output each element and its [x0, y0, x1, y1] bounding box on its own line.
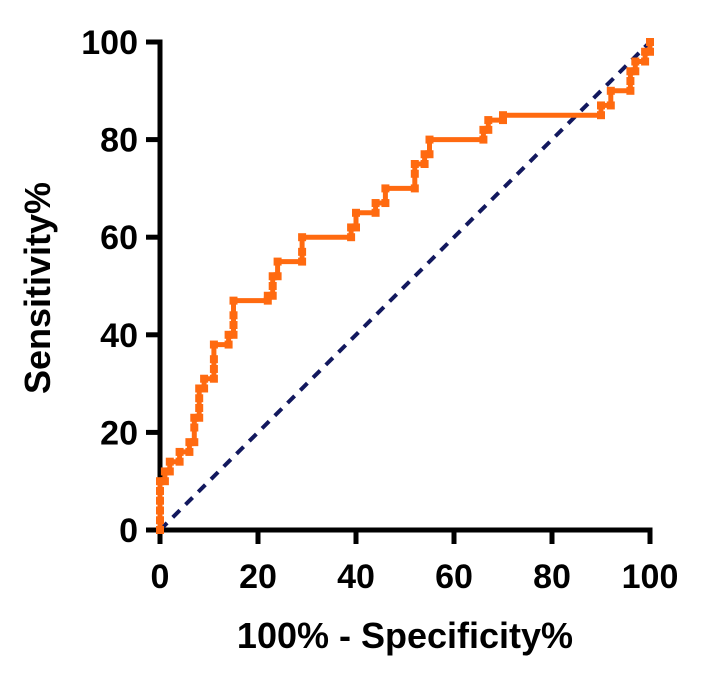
- roc-point: [626, 67, 635, 76]
- roc-point: [263, 296, 272, 305]
- roc-point: [160, 467, 169, 476]
- y-axis-ticks: 0 20 40 60 80 100: [81, 24, 160, 550]
- y-tick-label: 100: [81, 24, 138, 62]
- roc-point: [209, 374, 218, 383]
- roc-point: [268, 272, 277, 281]
- roc-point: [298, 247, 307, 256]
- x-tick-label: 40: [337, 558, 375, 596]
- roc-point: [156, 486, 164, 495]
- roc-point: [425, 135, 434, 144]
- roc-point: [381, 184, 390, 193]
- y-axis-title: Sensitivity%: [17, 182, 58, 394]
- roc-point: [352, 223, 360, 232]
- roc-point: [165, 457, 174, 466]
- y-tick-label: 60: [100, 219, 138, 257]
- roc-point: [631, 67, 640, 76]
- roc-point: [298, 257, 307, 266]
- roc-point: [410, 169, 419, 178]
- roc-point: [273, 257, 282, 266]
- roc-point: [626, 77, 635, 86]
- roc-point: [175, 447, 184, 456]
- roc-point: [190, 438, 199, 447]
- y-tick-label: 40: [100, 317, 138, 355]
- roc-point: [224, 330, 233, 339]
- roc-point: [190, 423, 199, 432]
- roc-point: [209, 340, 218, 349]
- x-tick-label: 100: [622, 558, 679, 596]
- roc-point: [646, 47, 654, 56]
- x-tick-label: 0: [151, 558, 170, 596]
- roc-point: [200, 374, 209, 383]
- roc-point: [156, 496, 164, 505]
- roc-point: [410, 160, 419, 168]
- roc-point: [352, 208, 360, 217]
- roc-point: [371, 199, 380, 208]
- roc-point: [479, 125, 488, 134]
- roc-point: [156, 506, 164, 515]
- roc-point: [229, 296, 238, 305]
- roc-point: [185, 447, 194, 456]
- y-tick-label: 80: [100, 122, 138, 160]
- roc-point: [156, 526, 164, 534]
- roc-point: [484, 116, 493, 125]
- series-layer: [156, 38, 654, 534]
- roc-point: [597, 101, 605, 110]
- roc-point: [229, 311, 238, 320]
- roc-point: [641, 47, 650, 56]
- roc-point: [371, 208, 380, 217]
- roc-point: [484, 125, 493, 134]
- axes: 0 20 40 60 80 100 0 20 40 60 80 100: [81, 24, 678, 596]
- roc-point: [606, 101, 615, 110]
- roc-point: [268, 282, 277, 290]
- roc-point: [298, 233, 307, 242]
- x-tick-label: 60: [435, 558, 473, 596]
- roc-point: [499, 116, 507, 125]
- roc-point: [175, 457, 184, 466]
- x-axis-title: 100% - Specificity%: [237, 615, 573, 656]
- reference-line: [158, 40, 652, 532]
- roc-point: [224, 340, 233, 349]
- roc-point: [190, 413, 199, 422]
- x-tick-label: 20: [239, 558, 277, 596]
- y-tick-label: 0: [119, 512, 138, 550]
- roc-point: [209, 355, 218, 364]
- roc-point: [347, 233, 356, 242]
- roc-point: [209, 364, 218, 373]
- roc-point: [195, 404, 204, 412]
- roc-point: [410, 184, 419, 193]
- y-tick-label: 20: [100, 414, 138, 452]
- roc-point: [229, 321, 238, 330]
- roc-markers: [156, 38, 654, 534]
- roc-point: [597, 111, 605, 120]
- roc-point: [195, 394, 204, 403]
- roc-point: [273, 272, 282, 281]
- roc-point: [606, 86, 615, 95]
- roc-point: [631, 57, 640, 66]
- roc-point: [263, 291, 272, 300]
- roc-point: [646, 38, 654, 46]
- roc-point: [200, 384, 209, 393]
- roc-point: [641, 57, 650, 66]
- roc-point: [626, 86, 635, 95]
- roc-point: [156, 477, 164, 486]
- roc-point: [160, 477, 169, 486]
- x-axis-ticks: 0 20 40 60 80 100: [151, 530, 679, 596]
- roc-point: [165, 467, 174, 476]
- roc-point: [268, 291, 277, 300]
- roc-point: [229, 330, 238, 339]
- roc-point: [195, 413, 204, 422]
- roc-point: [420, 150, 429, 159]
- roc-point: [420, 160, 429, 168]
- roc-point: [195, 384, 204, 393]
- roc-point: [156, 516, 164, 525]
- roc-point: [499, 111, 507, 120]
- roc-point: [347, 223, 356, 232]
- roc-point: [479, 135, 488, 144]
- roc-point: [425, 150, 434, 159]
- roc-point: [381, 199, 390, 208]
- roc-point: [185, 438, 194, 447]
- x-tick-label: 80: [533, 558, 571, 596]
